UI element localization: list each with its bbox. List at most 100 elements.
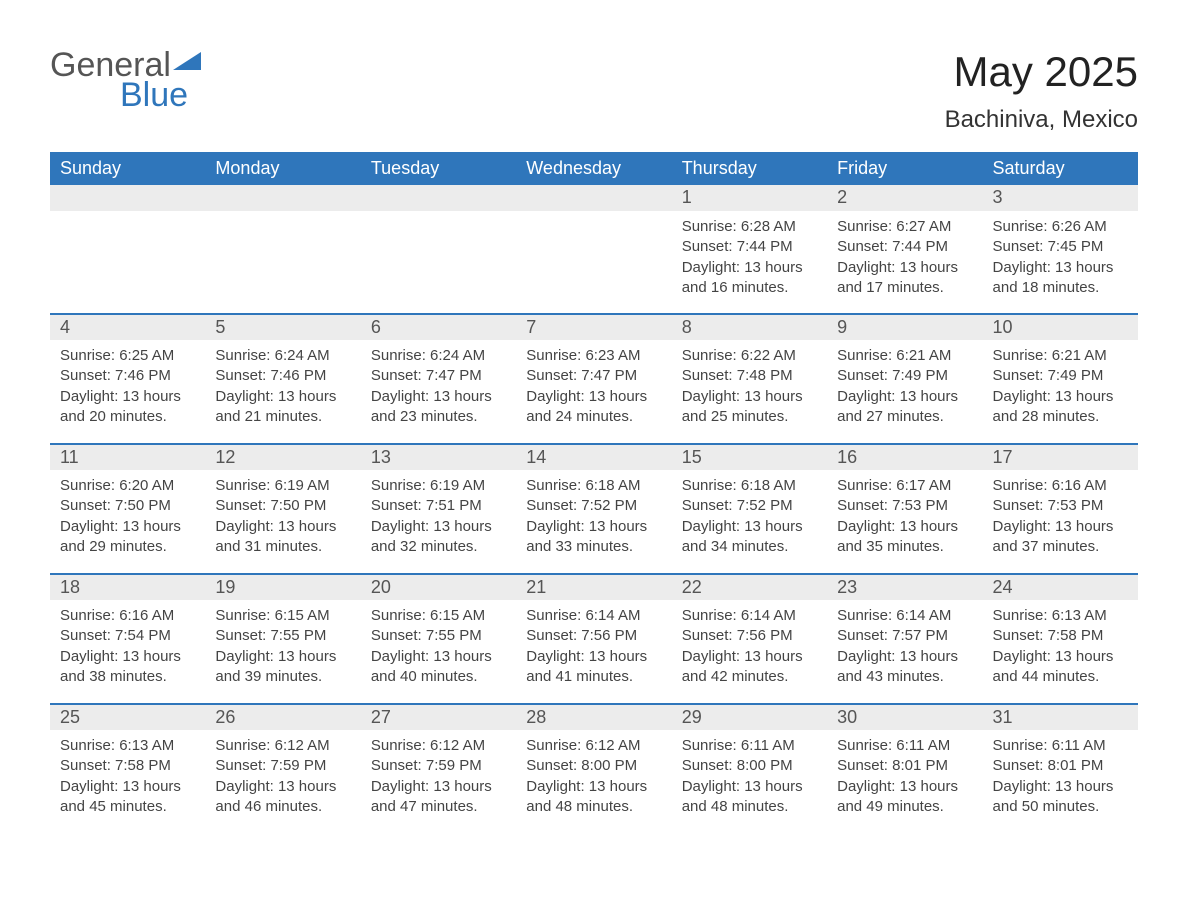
- day-number: 1: [672, 185, 827, 211]
- header: General Blue May 2025 Bachiniva, Mexico: [50, 48, 1138, 134]
- day-cell: 21Sunrise: 6:14 AMSunset: 7:56 PMDayligh…: [516, 575, 671, 703]
- sunset-line: Sunset: 8:00 PM: [682, 756, 817, 776]
- daylight-line: Daylight: 13 hours and 18 minutes.: [993, 258, 1128, 299]
- sunrise-line: Sunrise: 6:22 AM: [682, 346, 817, 366]
- day-number: 21: [516, 575, 671, 600]
- week-row: 11Sunrise: 6:20 AMSunset: 7:50 PMDayligh…: [50, 443, 1138, 573]
- daylight-line: Daylight: 13 hours and 49 minutes.: [837, 777, 972, 818]
- day-body: Sunrise: 6:12 AMSunset: 7:59 PMDaylight:…: [205, 730, 360, 827]
- daylight-line: Daylight: 13 hours and 24 minutes.: [526, 387, 661, 428]
- weekday-wednesday: Wednesday: [516, 152, 671, 185]
- day-cell: 5Sunrise: 6:24 AMSunset: 7:46 PMDaylight…: [205, 315, 360, 443]
- day-cell: 17Sunrise: 6:16 AMSunset: 7:53 PMDayligh…: [983, 445, 1138, 573]
- sunrise-line: Sunrise: 6:16 AM: [60, 606, 195, 626]
- sunrise-line: Sunrise: 6:15 AM: [215, 606, 350, 626]
- sunrise-line: Sunrise: 6:11 AM: [837, 736, 972, 756]
- daylight-line: Daylight: 13 hours and 50 minutes.: [993, 777, 1128, 818]
- location-label: Bachiniva, Mexico: [945, 106, 1138, 134]
- day-number: [50, 185, 205, 211]
- sunset-line: Sunset: 7:56 PM: [682, 626, 817, 646]
- sunset-line: Sunset: 7:50 PM: [60, 496, 195, 516]
- day-number: [205, 185, 360, 211]
- sunrise-line: Sunrise: 6:11 AM: [993, 736, 1128, 756]
- day-body: Sunrise: 6:11 AMSunset: 8:01 PMDaylight:…: [983, 730, 1138, 827]
- daylight-line: Daylight: 13 hours and 46 minutes.: [215, 777, 350, 818]
- day-cell: 26Sunrise: 6:12 AMSunset: 7:59 PMDayligh…: [205, 705, 360, 833]
- sunset-line: Sunset: 7:56 PM: [526, 626, 661, 646]
- sunrise-line: Sunrise: 6:18 AM: [682, 476, 817, 496]
- day-body: Sunrise: 6:24 AMSunset: 7:47 PMDaylight:…: [361, 340, 516, 437]
- day-body: Sunrise: 6:13 AMSunset: 7:58 PMDaylight:…: [50, 730, 205, 827]
- sunrise-line: Sunrise: 6:12 AM: [215, 736, 350, 756]
- day-body: Sunrise: 6:19 AMSunset: 7:51 PMDaylight:…: [361, 470, 516, 567]
- sunset-line: Sunset: 7:53 PM: [837, 496, 972, 516]
- daylight-line: Daylight: 13 hours and 17 minutes.: [837, 258, 972, 299]
- daylight-line: Daylight: 13 hours and 34 minutes.: [682, 517, 817, 558]
- day-cell: 30Sunrise: 6:11 AMSunset: 8:01 PMDayligh…: [827, 705, 982, 833]
- page-title: May 2025: [945, 48, 1138, 96]
- day-body: Sunrise: 6:21 AMSunset: 7:49 PMDaylight:…: [827, 340, 982, 437]
- sunset-line: Sunset: 7:59 PM: [215, 756, 350, 776]
- daylight-line: Daylight: 13 hours and 31 minutes.: [215, 517, 350, 558]
- day-cell: 3Sunrise: 6:26 AMSunset: 7:45 PMDaylight…: [983, 185, 1138, 313]
- day-cell: 4Sunrise: 6:25 AMSunset: 7:46 PMDaylight…: [50, 315, 205, 443]
- daylight-line: Daylight: 13 hours and 29 minutes.: [60, 517, 195, 558]
- day-cell: 20Sunrise: 6:15 AMSunset: 7:55 PMDayligh…: [361, 575, 516, 703]
- day-cell: 29Sunrise: 6:11 AMSunset: 8:00 PMDayligh…: [672, 705, 827, 833]
- sunrise-line: Sunrise: 6:19 AM: [371, 476, 506, 496]
- logo: General Blue: [50, 48, 201, 112]
- day-body: Sunrise: 6:12 AMSunset: 7:59 PMDaylight:…: [361, 730, 516, 827]
- day-body: Sunrise: 6:21 AMSunset: 7:49 PMDaylight:…: [983, 340, 1138, 437]
- day-body: Sunrise: 6:16 AMSunset: 7:53 PMDaylight:…: [983, 470, 1138, 567]
- weekday-header: Sunday Monday Tuesday Wednesday Thursday…: [50, 152, 1138, 185]
- week-row: 25Sunrise: 6:13 AMSunset: 7:58 PMDayligh…: [50, 703, 1138, 833]
- day-body: Sunrise: 6:24 AMSunset: 7:46 PMDaylight:…: [205, 340, 360, 437]
- sunset-line: Sunset: 7:54 PM: [60, 626, 195, 646]
- sunrise-line: Sunrise: 6:11 AM: [682, 736, 817, 756]
- sunset-line: Sunset: 7:50 PM: [215, 496, 350, 516]
- daylight-line: Daylight: 13 hours and 27 minutes.: [837, 387, 972, 428]
- day-number: 24: [983, 575, 1138, 600]
- day-number: 27: [361, 705, 516, 730]
- sunrise-line: Sunrise: 6:24 AM: [371, 346, 506, 366]
- day-number: 30: [827, 705, 982, 730]
- day-number: 9: [827, 315, 982, 340]
- sunrise-line: Sunrise: 6:13 AM: [60, 736, 195, 756]
- weekday-thursday: Thursday: [672, 152, 827, 185]
- daylight-line: Daylight: 13 hours and 23 minutes.: [371, 387, 506, 428]
- daylight-line: Daylight: 13 hours and 39 minutes.: [215, 647, 350, 688]
- day-cell: 22Sunrise: 6:14 AMSunset: 7:56 PMDayligh…: [672, 575, 827, 703]
- day-cell: 16Sunrise: 6:17 AMSunset: 7:53 PMDayligh…: [827, 445, 982, 573]
- day-cell: 11Sunrise: 6:20 AMSunset: 7:50 PMDayligh…: [50, 445, 205, 573]
- title-block: May 2025 Bachiniva, Mexico: [945, 48, 1138, 134]
- daylight-line: Daylight: 13 hours and 35 minutes.: [837, 517, 972, 558]
- day-cell: 28Sunrise: 6:12 AMSunset: 8:00 PMDayligh…: [516, 705, 671, 833]
- sunset-line: Sunset: 7:55 PM: [215, 626, 350, 646]
- sunrise-line: Sunrise: 6:14 AM: [682, 606, 817, 626]
- daylight-line: Daylight: 13 hours and 48 minutes.: [682, 777, 817, 818]
- sunset-line: Sunset: 7:49 PM: [837, 366, 972, 386]
- day-body: Sunrise: 6:18 AMSunset: 7:52 PMDaylight:…: [672, 470, 827, 567]
- sunset-line: Sunset: 7:46 PM: [215, 366, 350, 386]
- sunrise-line: Sunrise: 6:19 AM: [215, 476, 350, 496]
- daylight-line: Daylight: 13 hours and 45 minutes.: [60, 777, 195, 818]
- daylight-line: Daylight: 13 hours and 32 minutes.: [371, 517, 506, 558]
- day-body: Sunrise: 6:11 AMSunset: 8:01 PMDaylight:…: [827, 730, 982, 827]
- day-number: 15: [672, 445, 827, 470]
- weekday-saturday: Saturday: [983, 152, 1138, 185]
- day-cell: 13Sunrise: 6:19 AMSunset: 7:51 PMDayligh…: [361, 445, 516, 573]
- sunset-line: Sunset: 7:47 PM: [526, 366, 661, 386]
- day-body: Sunrise: 6:14 AMSunset: 7:56 PMDaylight:…: [516, 600, 671, 697]
- sunrise-line: Sunrise: 6:21 AM: [993, 346, 1128, 366]
- weekday-friday: Friday: [827, 152, 982, 185]
- day-number: [361, 185, 516, 211]
- sunrise-line: Sunrise: 6:17 AM: [837, 476, 972, 496]
- sunset-line: Sunset: 7:52 PM: [682, 496, 817, 516]
- day-number: 25: [50, 705, 205, 730]
- day-number: 12: [205, 445, 360, 470]
- weekday-tuesday: Tuesday: [361, 152, 516, 185]
- daylight-line: Daylight: 13 hours and 48 minutes.: [526, 777, 661, 818]
- day-number: 20: [361, 575, 516, 600]
- weekday-sunday: Sunday: [50, 152, 205, 185]
- day-number: 6: [361, 315, 516, 340]
